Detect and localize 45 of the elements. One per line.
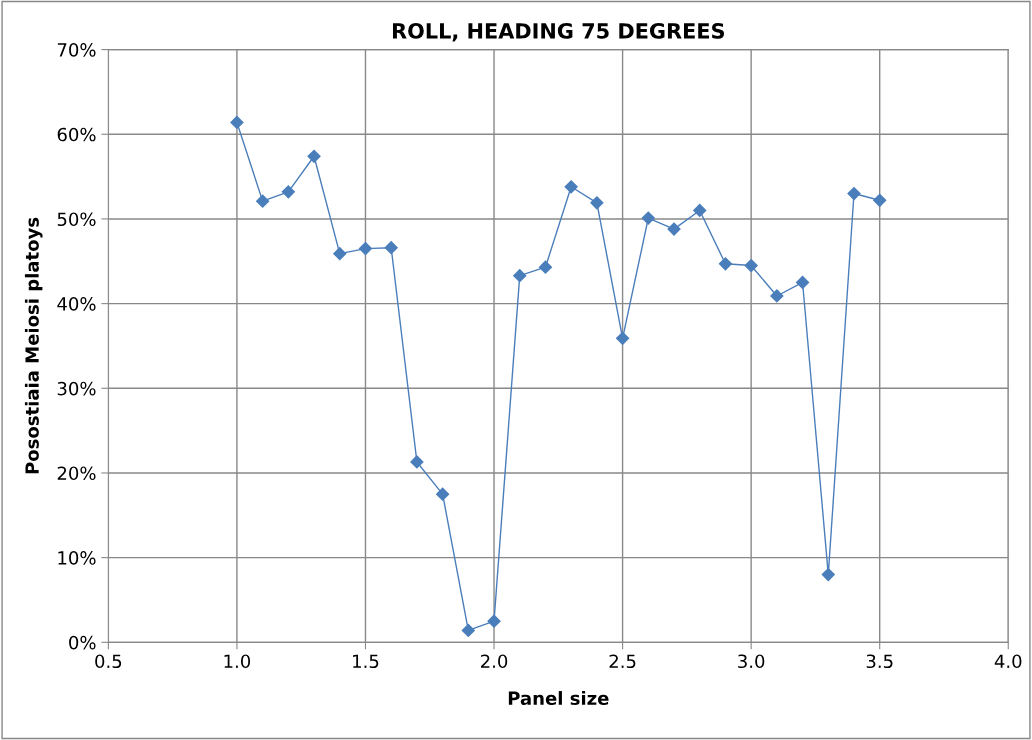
point [590,196,604,210]
point [384,241,398,255]
y-tick-label: 30% [57,381,96,396]
x-tick-label: 1.5 [353,654,379,669]
y-tick-label: 0% [69,635,96,650]
x-tick-label: 2.5 [609,654,636,669]
y-tick-label: 20% [57,466,96,481]
y-tick-label: 70% [57,43,96,57]
point [770,289,784,303]
point [795,275,810,290]
point [744,258,758,273]
point [281,185,295,199]
point [641,211,655,225]
point [847,186,861,201]
point [821,567,835,582]
point [333,247,347,261]
y-tick-label: 10% [58,551,96,565]
point [230,115,244,129]
x-tick-label: 0.5 [95,654,122,669]
point [461,623,475,638]
point [538,260,553,274]
chart-title: ROLL, HEADING 75 DEGREES [392,23,725,42]
point [436,487,450,501]
point [358,241,373,256]
point [564,180,578,194]
point [693,203,707,218]
x-tick-label: 4.0 [994,654,1022,669]
point [718,257,733,271]
point [487,614,501,628]
point [873,193,887,207]
point [410,455,424,469]
x-axis-title: Panel size [508,691,609,706]
point [307,149,321,163]
y-tick-label: 60% [57,127,96,142]
x-tick-label: 3.5 [866,654,893,669]
x-tick-label: 3.0 [738,654,765,669]
y-tick-label: 40% [57,297,96,311]
x-tick-label: 2.0 [481,654,508,669]
point [513,269,527,283]
point [256,194,270,208]
point [667,222,681,236]
y-tick-label: 50% [57,212,96,227]
y-axis-title: Posostiaia Meiosi platoys [24,217,43,474]
point [616,331,630,345]
x-tick-label: 1.0 [224,654,251,669]
